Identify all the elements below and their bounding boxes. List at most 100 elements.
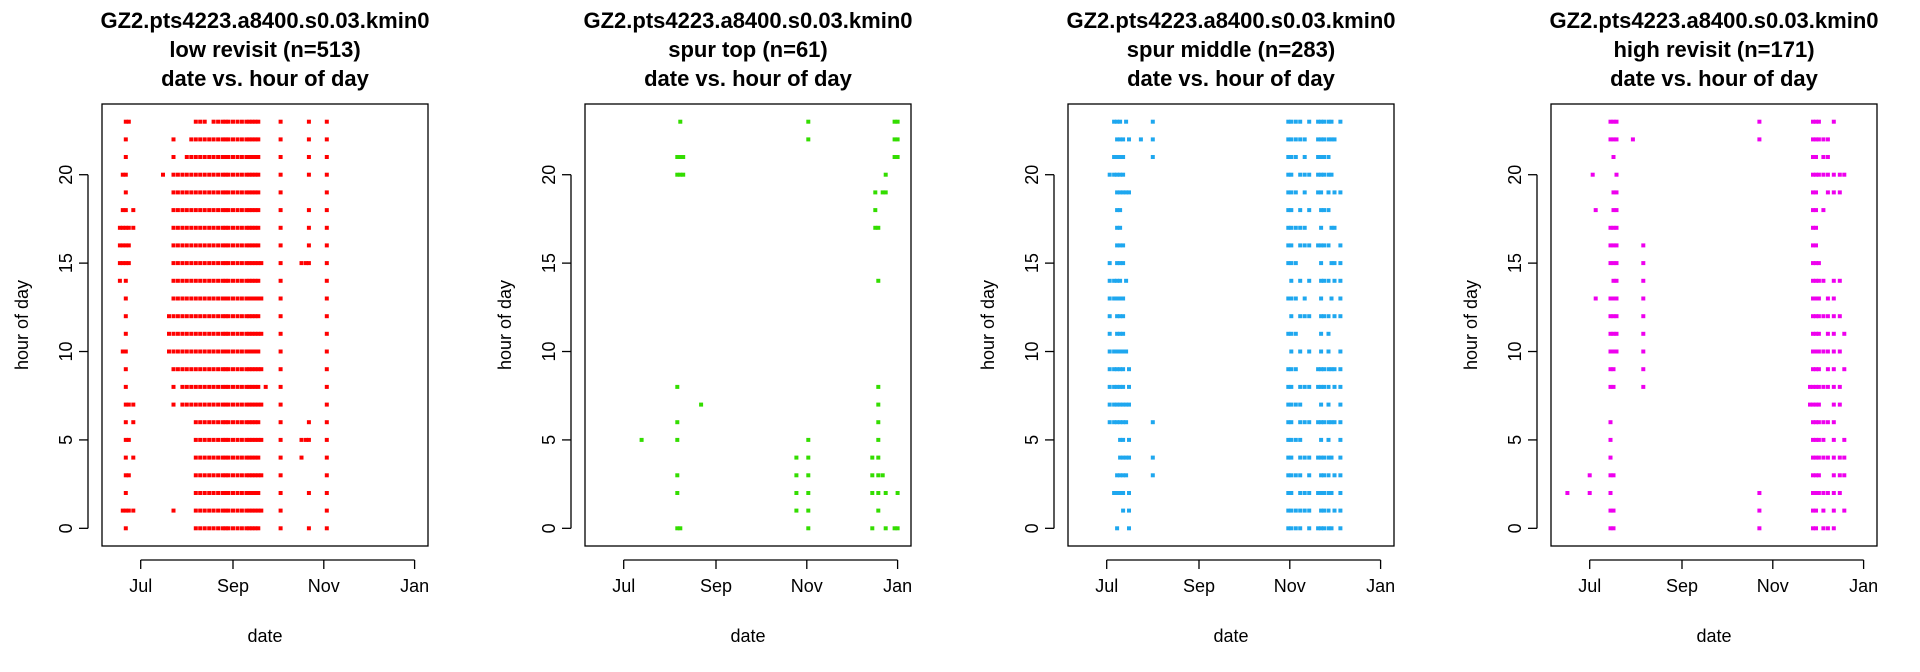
data-point	[235, 508, 240, 513]
data-point	[193, 225, 198, 230]
data-point	[123, 243, 128, 248]
data-point	[202, 278, 207, 283]
data-point	[306, 208, 311, 213]
data-point	[207, 225, 212, 230]
data-point	[1115, 473, 1120, 478]
data-point	[1608, 137, 1613, 142]
data-point	[1112, 119, 1117, 124]
data-point	[247, 119, 252, 124]
data-point	[1127, 190, 1131, 195]
data-point	[171, 155, 176, 159]
scatter-points	[117, 119, 329, 531]
data-point	[259, 473, 264, 478]
data-point	[1298, 172, 1303, 177]
data-point	[239, 261, 244, 266]
data-point	[1811, 367, 1815, 372]
data-point	[1289, 526, 1294, 531]
data-point	[250, 155, 255, 159]
data-point	[1298, 278, 1303, 283]
data-point	[247, 491, 252, 495]
data-point	[1608, 331, 1613, 336]
data-point	[1326, 349, 1331, 354]
data-point	[1298, 243, 1303, 248]
data-point	[235, 278, 240, 283]
data-point	[239, 208, 244, 213]
data-point	[216, 296, 221, 301]
data-point	[1821, 137, 1826, 142]
data-point	[1338, 296, 1343, 301]
data-point	[1289, 296, 1294, 301]
data-point	[1608, 455, 1613, 460]
data-point	[207, 455, 212, 460]
data-point	[1289, 225, 1294, 230]
data-point	[1614, 261, 1619, 266]
data-point	[278, 437, 283, 442]
data-point	[675, 384, 680, 389]
data-point	[1286, 402, 1291, 407]
data-point	[1811, 526, 1815, 531]
data-point	[223, 384, 228, 389]
data-point	[1329, 526, 1334, 531]
data-point	[253, 367, 258, 372]
data-point	[244, 137, 249, 142]
data-point	[239, 349, 244, 354]
data-point	[1319, 437, 1324, 442]
data-point	[235, 208, 240, 213]
data-point	[324, 243, 329, 248]
data-point	[1319, 367, 1324, 372]
data-point	[306, 155, 311, 159]
data-point	[1112, 155, 1117, 159]
data-point	[202, 402, 207, 407]
data-point	[226, 367, 231, 372]
data-point	[1289, 384, 1294, 389]
data-point	[1293, 402, 1298, 407]
data-point	[1316, 172, 1321, 177]
data-point	[226, 526, 231, 531]
data-point	[126, 473, 131, 478]
chart-title-line-3: date vs. hour of day	[161, 66, 370, 91]
data-point	[216, 172, 221, 177]
data-point	[247, 508, 252, 513]
data-point	[1115, 190, 1120, 195]
data-point	[1811, 331, 1815, 336]
data-point	[207, 208, 212, 213]
data-point	[1115, 261, 1120, 266]
data-point	[198, 367, 203, 372]
data-point	[244, 420, 249, 425]
data-point	[247, 473, 252, 478]
data-point	[223, 261, 228, 266]
data-point	[256, 420, 261, 425]
data-point	[1593, 296, 1598, 301]
data-point	[1641, 243, 1646, 248]
data-point	[1298, 314, 1303, 319]
data-point	[1611, 314, 1616, 319]
data-point	[171, 278, 176, 283]
data-point	[1298, 384, 1303, 389]
data-point	[1831, 473, 1836, 478]
data-point	[1614, 349, 1619, 354]
data-point	[117, 261, 122, 266]
data-point	[278, 420, 283, 425]
data-point	[244, 119, 249, 124]
data-point	[1127, 437, 1131, 442]
data-point	[1289, 278, 1294, 283]
data-point	[256, 508, 261, 513]
data-point	[231, 172, 235, 177]
data-point	[1329, 455, 1334, 460]
data-point	[1814, 155, 1818, 159]
chart-title-line-2: spur top (n=61)	[668, 37, 828, 62]
data-point	[250, 331, 255, 336]
data-point	[324, 208, 329, 213]
data-point	[1816, 384, 1821, 389]
data-point	[1316, 455, 1321, 460]
data-point	[895, 526, 900, 531]
data-point	[1814, 349, 1818, 354]
data-point	[256, 526, 261, 531]
plot-box	[1067, 103, 1395, 547]
data-point	[1107, 278, 1112, 283]
data-point	[256, 367, 261, 372]
data-point	[256, 402, 261, 407]
data-point	[1811, 314, 1815, 319]
data-point	[1332, 420, 1337, 425]
data-point	[189, 208, 194, 213]
